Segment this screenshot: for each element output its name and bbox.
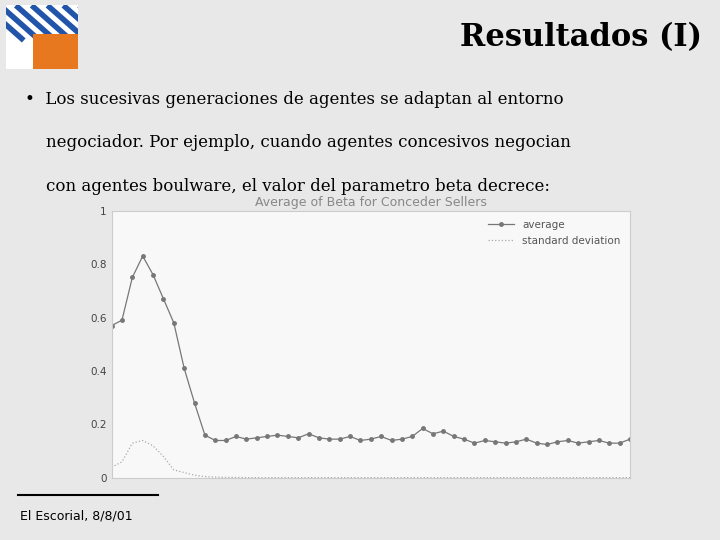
standard deviation — [616, 475, 624, 481]
Line: average: average — [110, 254, 631, 446]
Text: El Escorial, 8/8/01: El Escorial, 8/8/01 — [20, 510, 132, 523]
standard deviation — [138, 437, 147, 444]
average — [460, 436, 469, 442]
average — [284, 433, 292, 440]
Text: negociador. Por ejemplo, cuando agentes concesivos negocian: negociador. Por ejemplo, cuando agentes … — [25, 134, 571, 151]
Text: Resultados (I): Resultados (I) — [460, 22, 702, 53]
Legend: average, standard deviation: average, standard deviation — [484, 216, 625, 250]
standard deviation — [626, 475, 634, 481]
average — [273, 432, 282, 438]
standard deviation — [501, 475, 510, 481]
average — [232, 433, 240, 440]
Text: con agentes boulware, el valor del parametro beta decrece:: con agentes boulware, el valor del param… — [25, 178, 550, 195]
standard deviation — [242, 475, 251, 481]
Line: standard deviation: standard deviation — [112, 441, 630, 478]
Text: •  Los sucesivas generaciones de agentes se adaptan al entorno: • Los sucesivas generaciones de agentes … — [25, 91, 564, 108]
average — [107, 322, 116, 329]
average — [626, 436, 634, 442]
standard deviation — [284, 475, 292, 481]
average — [616, 440, 624, 447]
Polygon shape — [33, 34, 78, 69]
standard deviation — [232, 474, 240, 481]
average — [543, 441, 552, 448]
standard deviation — [294, 475, 302, 481]
average — [138, 253, 147, 259]
standard deviation — [107, 464, 116, 470]
Title: Average of Beta for Conceder Sellers: Average of Beta for Conceder Sellers — [255, 197, 487, 210]
average — [491, 438, 500, 445]
standard deviation — [470, 475, 479, 481]
